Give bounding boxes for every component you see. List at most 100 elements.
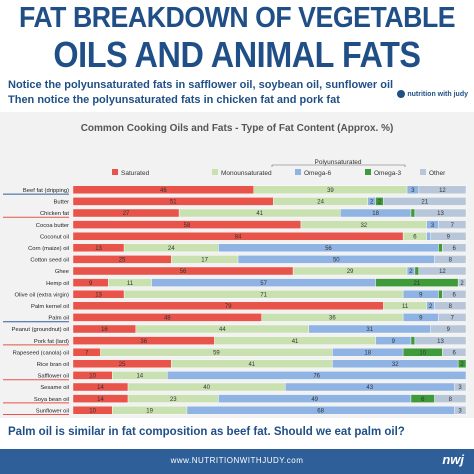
subtitle-line1: Notice the polyunsaturated fats in saffl…	[8, 79, 394, 91]
legend-label-saturated: Saturated	[121, 170, 150, 177]
bar-segment-omega3	[410, 336, 416, 345]
bar-value-label: 40	[203, 385, 210, 391]
category-label: Olive oil (extra virgin)	[15, 292, 70, 298]
page-title-line1: FAT BREAKDOWN OF VEGETABLE	[18, 2, 456, 34]
bar-value-label: 11	[402, 304, 409, 310]
category-label: Palm oil	[48, 316, 69, 322]
category-label: Cotton seed oil	[30, 258, 69, 264]
bar-value-label: 36	[329, 316, 336, 322]
chart-title: Common Cooking Oils and Fats - Type of F…	[81, 123, 394, 134]
bar-segment-other	[442, 347, 467, 357]
bar-value-label: 9	[419, 316, 423, 322]
bar-value-label: 59	[213, 350, 220, 356]
bar-value-label: 24	[317, 200, 324, 206]
bar-value-label: 84	[235, 234, 242, 240]
category-label: Beef fat (dripping)	[23, 188, 69, 194]
bar-value-label: 6	[413, 234, 417, 240]
bar-value-label: 9	[419, 292, 423, 298]
bar-segment-other	[414, 208, 467, 218]
legend-swatch-saturated	[112, 169, 118, 175]
category-label: Pork fat (lard)	[34, 339, 69, 345]
bar-value-label: 29	[347, 269, 354, 275]
bar-value-label: 9	[89, 281, 93, 287]
bar-value-label: 56	[180, 269, 187, 275]
bar-segment-omega3	[457, 359, 467, 369]
legend-label-monounsaturated: Monounsaturated	[221, 170, 272, 177]
category-label: Rice bran oil	[37, 362, 69, 368]
bar-value-label: 9	[392, 339, 396, 345]
bar-segment-other	[418, 185, 467, 195]
brand-logo-text: nutrition with judy	[407, 90, 468, 98]
bar-segment-omega3	[410, 208, 416, 218]
bar-value-label: 71	[260, 292, 267, 298]
bar-value-label: 2	[460, 362, 464, 368]
bar-value-label: 12	[439, 188, 446, 194]
category-label: Ghee	[55, 269, 69, 275]
bar-segment-other	[434, 301, 467, 311]
bar-value-label: 32	[392, 362, 399, 368]
category-label: Corn (maize) oil	[28, 246, 69, 252]
bar-value-label: 76	[313, 374, 320, 380]
bar-value-label: 19	[146, 408, 153, 414]
bar-value-label: 2	[460, 281, 464, 287]
bar-segment-omega6	[167, 371, 467, 380]
category-label: Hemp oil	[46, 281, 69, 287]
bar-value-label: 41	[256, 211, 263, 217]
subtitle-line2: Then notice the polyunsaturated fats in …	[8, 94, 340, 106]
bar-value-label: 57	[260, 281, 267, 287]
bar-value-label: 46	[160, 188, 167, 194]
bar-value-label: 21	[421, 200, 428, 206]
bar-value-label: 23	[170, 397, 177, 403]
bar-value-label: 25	[119, 362, 126, 368]
legend-group-label: Polyunsaturated	[315, 159, 362, 166]
category-label: Sunflower oil	[36, 408, 69, 414]
bar-value-label: 2	[378, 200, 382, 206]
legend-label-omega3: Omega-3	[374, 170, 401, 177]
bar-value-label: 6	[453, 292, 457, 298]
category-label: Chicken fat	[40, 211, 69, 217]
legend-group-bracket	[271, 164, 406, 167]
bar-value-label: 41	[248, 362, 255, 368]
bar-value-label: 3	[458, 408, 462, 414]
bar-value-label: 25	[119, 258, 126, 264]
category-label: Safflower oil	[38, 374, 69, 380]
bar-value-label: 10	[89, 408, 96, 414]
bar-value-label: 7	[85, 350, 89, 356]
legend-swatch-monounsaturated	[212, 169, 218, 175]
stacked-bar-chart: Common Cooking Oils and Fats - Type of F…	[3, 123, 467, 415]
bar-value-label: 44	[219, 327, 226, 333]
bar-segment-other	[383, 197, 467, 206]
bar-value-label: 2	[409, 269, 413, 275]
bar-value-label: 3	[431, 223, 435, 229]
bar-value-label: 10	[89, 374, 96, 380]
bar-value-label: 13	[437, 211, 444, 217]
bar-value-label: 36	[140, 339, 147, 345]
bar-value-label: 9	[447, 327, 451, 333]
bar-value-label: 10	[419, 350, 426, 356]
legend-label-omega6: Omega-6	[304, 170, 331, 177]
bar-value-label: 43	[366, 385, 373, 391]
bar-segment-omega3	[438, 289, 443, 299]
footer-bar	[0, 449, 474, 474]
bar-value-label: 41	[292, 339, 299, 345]
bar-segment-omega3	[414, 266, 420, 276]
bar-segment-other	[454, 406, 467, 415]
bar-value-label: 13	[437, 339, 444, 345]
bar-segment-other	[418, 266, 467, 276]
category-label: Peanut (groundnut) oil	[12, 327, 69, 333]
legend-swatch-omega3	[365, 169, 371, 175]
bar-value-label: 27	[123, 211, 130, 217]
bar-value-label: 56	[325, 246, 332, 252]
bar-value-label: 39	[327, 188, 334, 194]
bar-value-label: 18	[364, 350, 371, 356]
category-label: Butter	[54, 200, 70, 206]
bar-value-label: 12	[439, 269, 446, 275]
bar-segment-other	[438, 220, 467, 229]
bar-segment-other	[457, 278, 467, 287]
brand-logo: nutrition with judy	[397, 90, 468, 98]
bar-segment-other	[430, 231, 467, 241]
bar-value-label: 24	[168, 246, 175, 252]
bar-value-label: 13	[95, 246, 102, 252]
category-label: Palm kernel oil	[31, 304, 69, 310]
